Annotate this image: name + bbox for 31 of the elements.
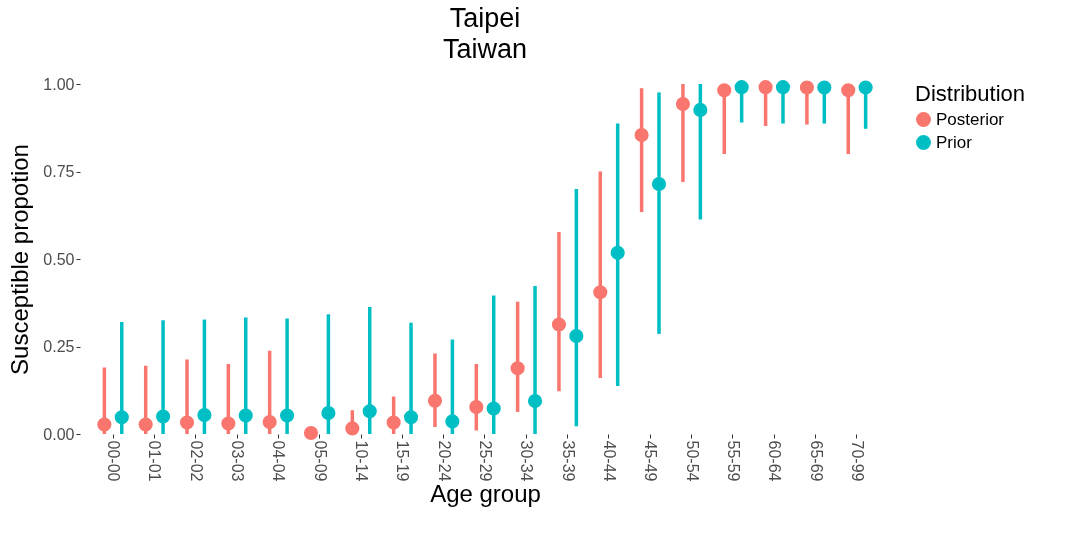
x-tick-label: 02-02 — [187, 440, 205, 482]
legend-label: Prior — [936, 132, 973, 152]
y-axis-title: Susceptible propotion — [6, 144, 34, 375]
x-tick-label: 55-59 — [724, 440, 742, 482]
x-tick-label: 15-19 — [394, 440, 412, 482]
legend-title: Distribution — [915, 81, 1026, 106]
x-tick-label: 35-39 — [559, 440, 577, 482]
x-tick-label: 20-24 — [435, 440, 453, 482]
x-tick-label: 45-49 — [642, 440, 660, 482]
x-tick-label: 65-69 — [807, 440, 825, 482]
x-tick-label: 40-44 — [600, 440, 618, 482]
y-tick-label: 0.00 — [43, 425, 75, 443]
x-tick-label: 01-01 — [146, 440, 164, 482]
x-tick-label: 04-04 — [270, 440, 288, 482]
chart-subtitle: Taiwan — [442, 34, 528, 64]
x-tick-label: 00-00 — [105, 440, 123, 482]
y-tick-label: 0.25 — [43, 338, 75, 355]
y-tick-label: 0.50 — [43, 250, 75, 268]
y-tick-label: 0.75 — [43, 163, 75, 180]
x-tick-label: 25-29 — [477, 440, 494, 482]
x-tick-label: 50-54 — [683, 440, 701, 482]
y-tick-label: 1.00 — [43, 75, 75, 93]
x-tick-label: 30-34 — [518, 440, 536, 482]
x-tick-label: 03-03 — [229, 440, 247, 482]
x-tick-label: 60-64 — [766, 440, 784, 482]
chart-title: Taipei — [449, 3, 521, 33]
legend-label: Posterior — [936, 109, 1005, 129]
x-axis-title: Age group — [430, 480, 541, 508]
x-tick-label: 10-14 — [353, 440, 371, 482]
x-tick-label: 70-99 — [848, 440, 866, 482]
x-tick-label: 05-09 — [311, 440, 329, 482]
